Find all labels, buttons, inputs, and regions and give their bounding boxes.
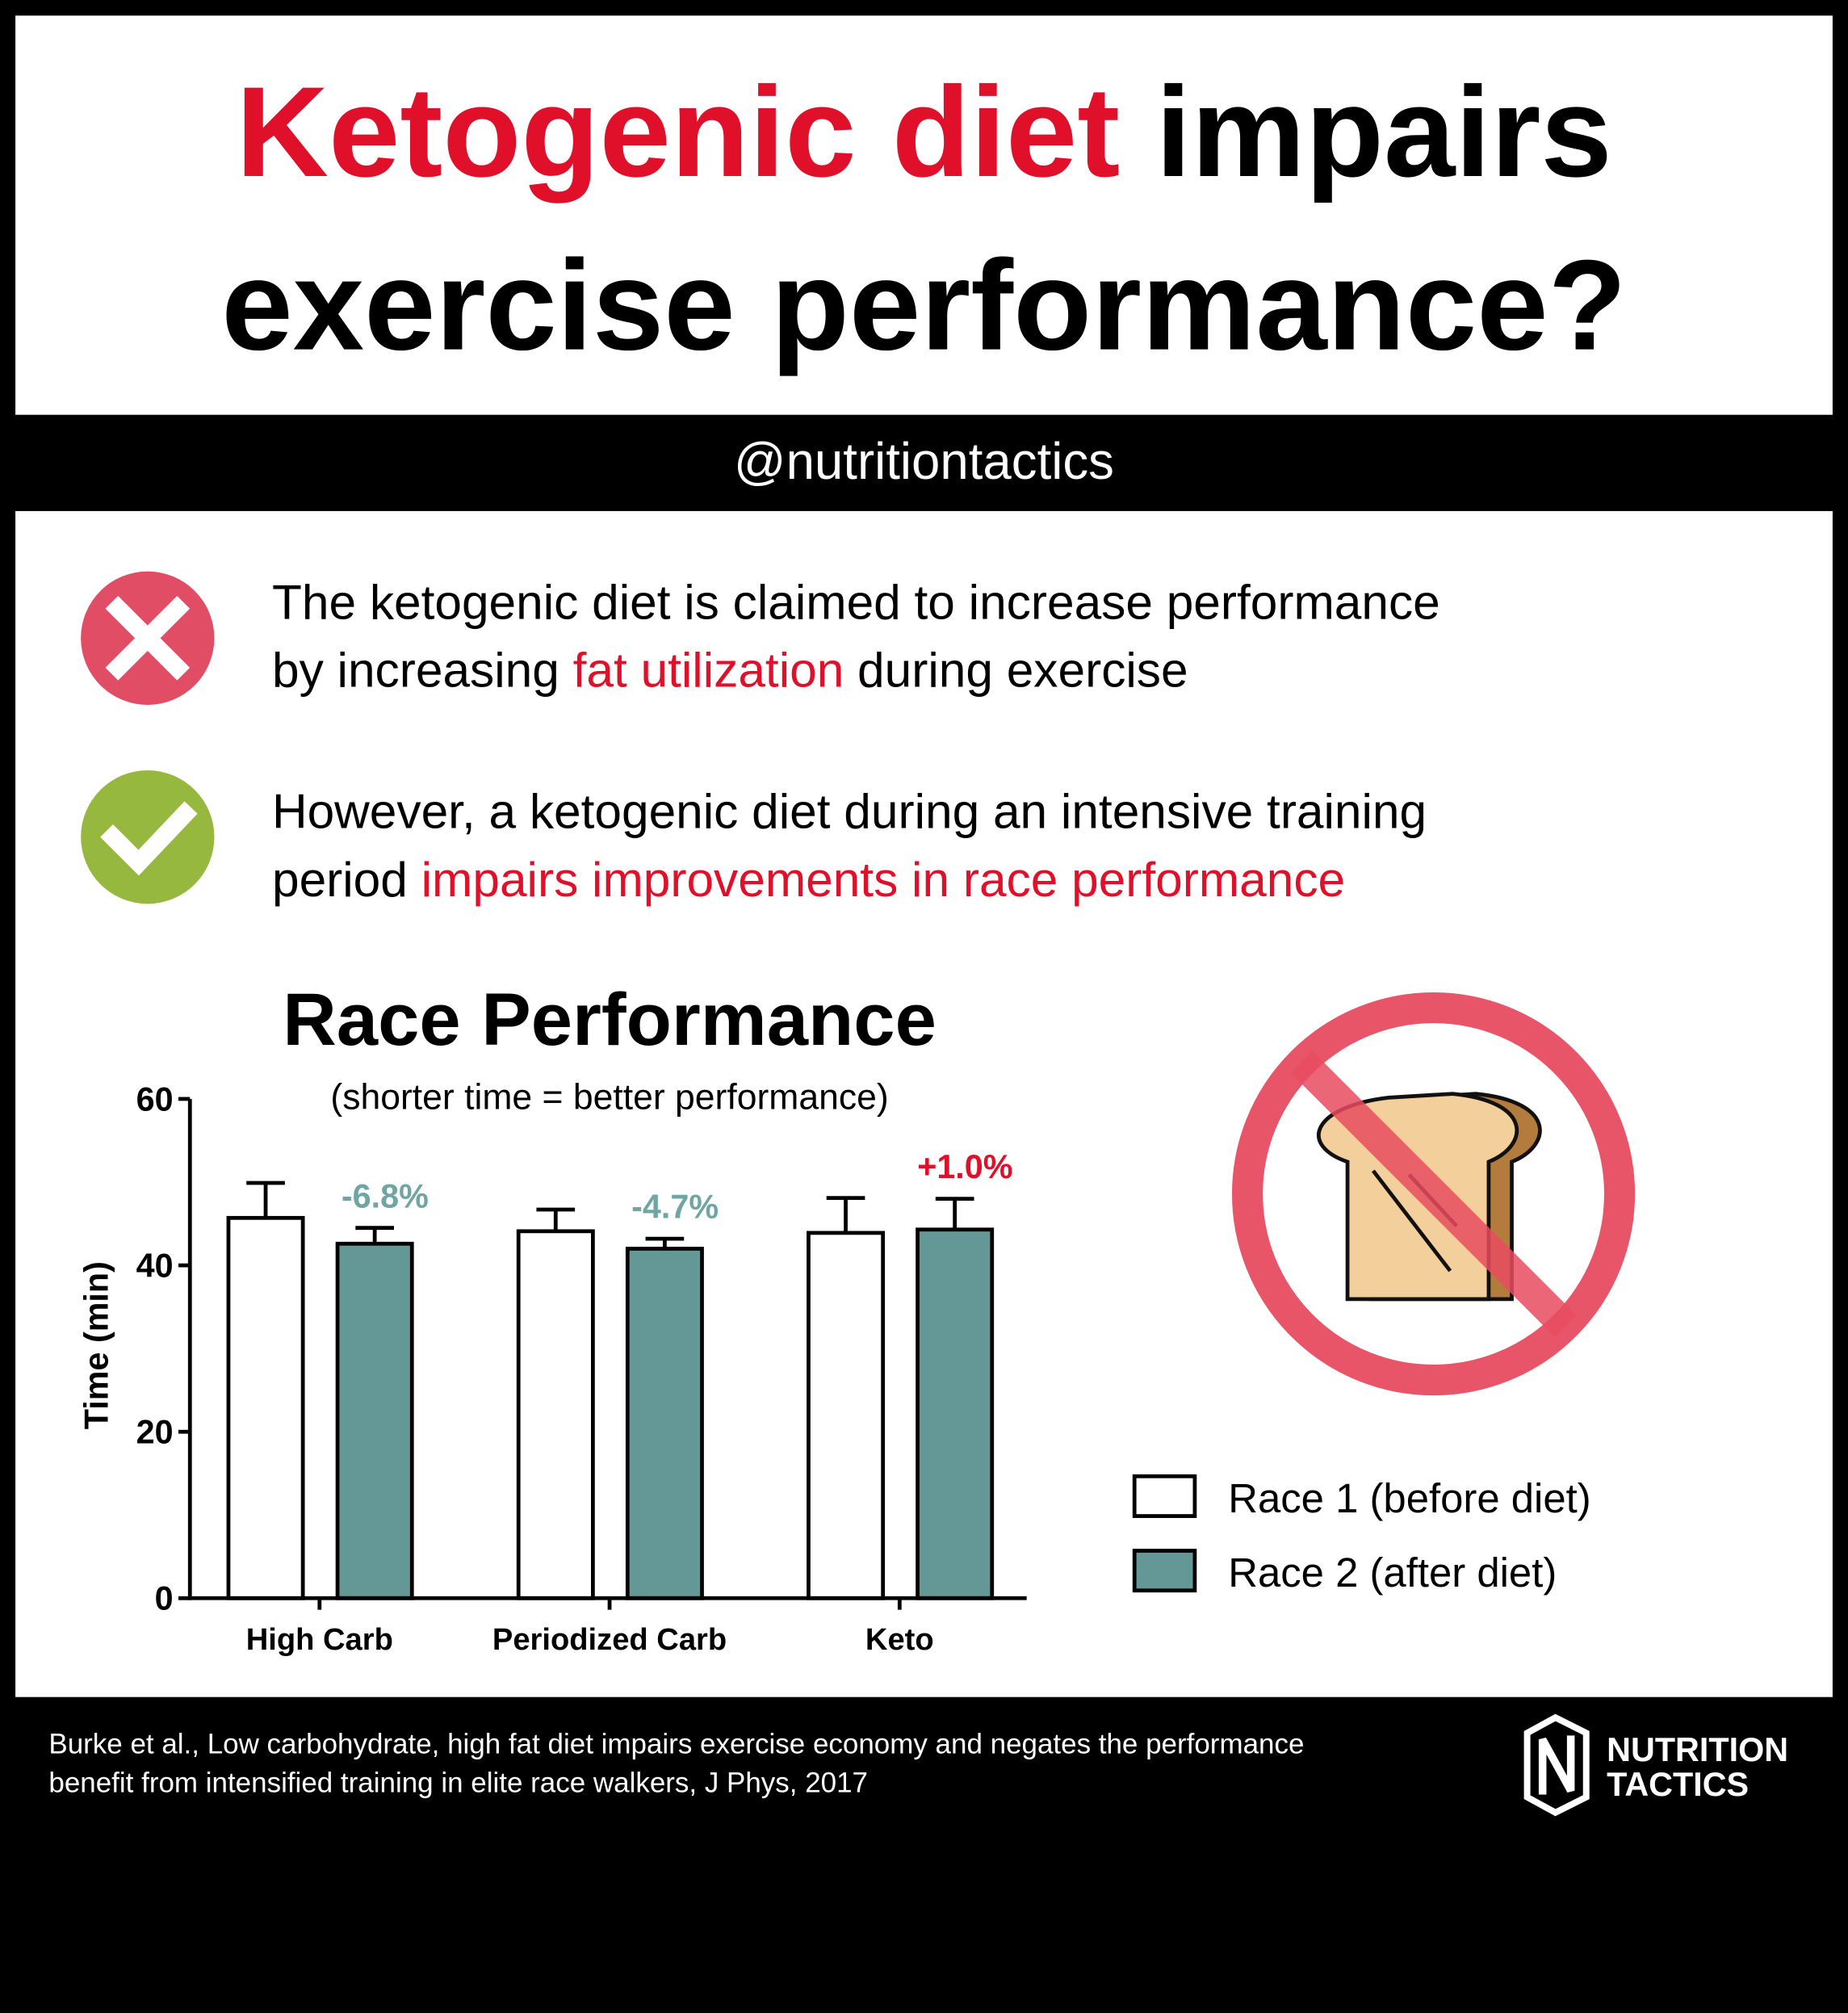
y-tick-label: 60 [136,1080,174,1118]
citation-line: benefit from intensified training in eli… [48,1767,868,1798]
title-line-segment: Ketogenic diet [236,60,1120,203]
error-bar [935,1197,974,1230]
error-bar [246,1181,285,1218]
bar [625,1247,704,1600]
point-line-segment: fat utilization [573,643,844,698]
change-annotation: +1.0% [917,1148,1012,1185]
bar [807,1231,886,1600]
title-line: Ketogenic diet impairs [236,60,1612,203]
logo-mark [1523,1713,1590,1817]
logo-text: TACTICS [1607,1766,1749,1803]
error-bar [826,1196,865,1233]
title-line-segment: exercise performance? [221,233,1626,377]
legend-swatch [1132,1549,1197,1593]
chart-title: Race Performance [283,978,937,1061]
chart-subtitle: (shorter time = better performance) [330,1078,888,1118]
bar [335,1241,414,1600]
error-bar [536,1207,576,1231]
title-line-segment: impairs [1120,60,1612,203]
x-tick-label: High Carb [246,1622,393,1657]
point-line: by increasing fat utilization during exe… [272,643,1188,698]
change-annotation: -6.8% [342,1177,429,1214]
change-annotation: -4.7% [631,1189,719,1226]
point-line-segment: during exercise [844,643,1188,698]
x-tick-label: Keto [865,1622,934,1657]
error-bar [355,1226,395,1244]
bar [226,1215,305,1600]
no-bread-icon [1232,992,1636,1396]
bar [916,1227,995,1600]
point-line: The ketogenic diet is claimed to increas… [272,574,1440,629]
citation-line: Burke et al., Low carbohydrate, high fat… [48,1729,1304,1760]
cross-icon [81,571,215,705]
legend-swatch [1132,1474,1197,1518]
y-axis-label: Time (min) [78,1261,115,1429]
y-tick-label: 40 [136,1247,174,1284]
handle: @nutritiontactics [734,433,1114,490]
legend-label: Race 2 (after diet) [1228,1550,1557,1596]
point-line-segment: by increasing [272,643,573,698]
point-line: period impairs improvements in race perf… [272,852,1345,907]
point-line-segment: However, a ketogenic diet during an inte… [272,784,1427,839]
title-line: exercise performance? [221,233,1626,377]
y-tick-label: 0 [155,1580,174,1617]
check-icon [81,770,215,904]
x-tick-label: Periodized Carb [492,1622,727,1657]
point-line: However, a ketogenic diet during an inte… [272,784,1427,839]
error-bar [645,1236,685,1249]
point-line-segment: impairs improvements in race performance [421,852,1345,907]
point-line-segment: period [272,852,421,907]
point-line-segment: The ketogenic diet is claimed to increas… [272,574,1440,629]
legend-label: Race 1 (before diet) [1228,1475,1591,1521]
y-tick-label: 20 [136,1413,174,1450]
bar [516,1229,595,1600]
header-panel [15,15,1833,415]
logo-text: NUTRITION [1607,1731,1788,1768]
